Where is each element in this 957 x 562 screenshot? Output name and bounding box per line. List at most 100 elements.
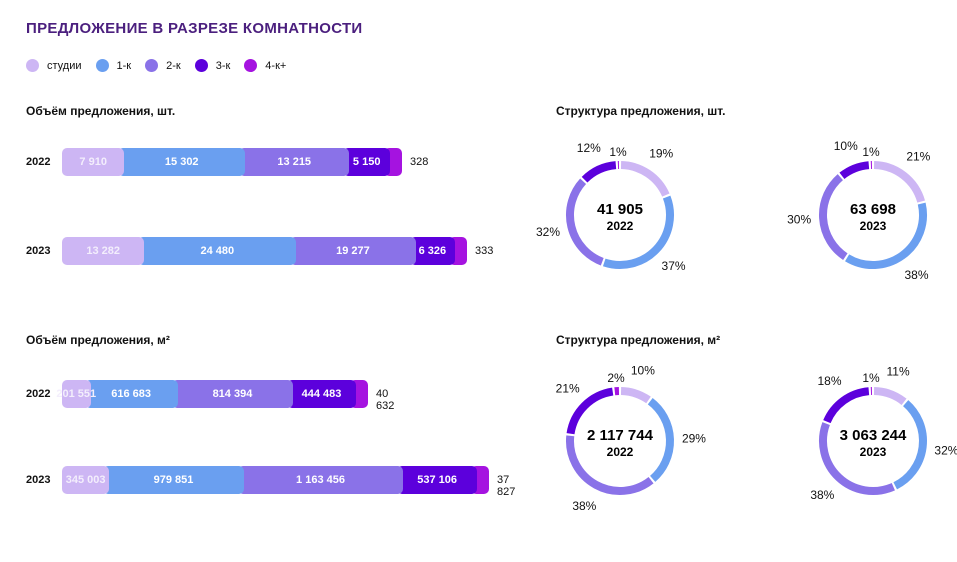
bar-data-label: 19 277 xyxy=(336,245,370,257)
donut-slice-1-к xyxy=(647,397,674,482)
donut-percent-label: 1% xyxy=(862,371,880,385)
legend-item: студии xyxy=(26,59,82,72)
donut-percent-label: 38% xyxy=(572,499,596,513)
bar-data-label: 15 302 xyxy=(164,156,199,168)
bar-chart-area-title: Объём предложения, м² xyxy=(26,333,170,347)
donut-slice-3-к xyxy=(823,387,870,424)
bar-row-2022: 2022 201 551 616 683 814 394 444 483 40 632 xyxy=(26,380,394,412)
donut-slice-2-к xyxy=(819,174,848,260)
legend: студии 1-к 2-к 3-к 4-к+ xyxy=(26,59,300,72)
bar-data-label: 444 483 xyxy=(301,388,342,400)
donut-year: 2022 xyxy=(607,219,634,233)
donut-slice-1-к xyxy=(845,202,927,269)
bar-segment-3-к: 6 326 xyxy=(409,237,455,265)
bar-segment-студии: 345 003 xyxy=(62,466,110,494)
legend-label: 4-к+ xyxy=(265,59,287,72)
bar-segment-студии: 7 910 xyxy=(62,148,125,176)
bar-data-label: 537 106 xyxy=(417,474,458,486)
legend-label: студии xyxy=(47,59,82,72)
donut-total: 41 905 xyxy=(597,201,643,218)
donut-slice-студии xyxy=(620,161,670,197)
donut-percent-label: 21% xyxy=(906,150,930,164)
bar-data-label: 1 163 456 xyxy=(296,474,345,486)
donut-slice-1-к xyxy=(602,195,674,269)
bar-data-label: 201 551 xyxy=(56,388,97,400)
donut-slice-3-к xyxy=(581,161,617,183)
donut-slice-2-к xyxy=(819,422,895,495)
bar-chart-count-title: Объём предложения, шт. xyxy=(26,104,176,118)
legend-label: 3-к xyxy=(215,59,231,72)
donut-slice-студии xyxy=(620,387,651,404)
donut-percent-label: 1% xyxy=(609,145,627,159)
stacked-bar: 13 282 24 480 19 277 6 326 333 xyxy=(62,237,493,265)
donut-slice-2-к xyxy=(566,435,654,495)
bar-data-label-4k: 333 xyxy=(475,245,494,257)
donut-percent-label: 37% xyxy=(662,259,686,273)
donut-percent-label: 11% xyxy=(886,364,909,378)
donut-total: 63 698 xyxy=(850,201,896,218)
bar-category-label: 2023 xyxy=(26,245,51,257)
donut-percent-label: 10% xyxy=(834,139,858,153)
bar-data-label: 616 683 xyxy=(111,388,152,400)
bar-segment-1-к: 979 851 xyxy=(103,466,244,494)
bar-data-label: 814 394 xyxy=(212,388,253,400)
bar-segment-1-к: 15 302 xyxy=(118,148,246,176)
bar-data-label: 5 150 xyxy=(352,156,381,168)
bar-row-2023: 2023 13 282 24 480 19 277 6 326 333 xyxy=(26,237,493,265)
legend-swatch xyxy=(244,59,258,72)
bar-segment-3-к: 444 483 xyxy=(287,380,356,408)
donut-percent-label: 19% xyxy=(649,147,673,161)
donut-year: 2023 xyxy=(860,219,887,233)
legend-item: 2-к xyxy=(145,59,181,72)
donut-area-title: Структура предложения, м² xyxy=(556,333,721,347)
donut-total: 2 117 744 xyxy=(587,427,654,444)
stacked-bar: 345 003 979 851 1 163 456 537 106 37 827 xyxy=(62,466,515,498)
legend-swatch xyxy=(95,59,109,72)
stacked-bar: 7 910 15 302 13 215 5 150 328 xyxy=(62,148,428,176)
page-title: ПРЕДЛОЖЕНИЕ В РАЗРЕЗЕ КОМНАТНОСТИ xyxy=(26,20,363,37)
donut-percent-label: 32% xyxy=(536,225,560,239)
bar-segment-студии: 13 282 xyxy=(62,237,145,265)
legend-item: 1-к xyxy=(95,59,131,72)
bar-data-label: 24 480 xyxy=(200,245,235,257)
bar-data-label-4k: 37 827 xyxy=(497,474,516,498)
stacked-bar: 201 551 616 683 814 394 444 483 40 632 xyxy=(56,380,394,412)
donut-slice-студии xyxy=(873,387,907,406)
bar-segment-3-к: 537 106 xyxy=(397,466,477,494)
bar-segment-1-к: 616 683 xyxy=(84,380,178,408)
donut-percent-label: 30% xyxy=(787,213,811,227)
bar-data-label: 345 003 xyxy=(65,474,106,486)
legend-item: 4-к+ xyxy=(244,59,286,72)
bar-data-label-4k: 40 632 xyxy=(376,388,395,412)
donut-year: 2022 xyxy=(607,445,634,459)
donut-percent-label: 12% xyxy=(577,141,601,155)
donut-slice-студии xyxy=(873,161,926,203)
bar-category-label: 2022 xyxy=(26,388,51,400)
legend-item: 3-к xyxy=(194,59,231,72)
donut-percent-label: 38% xyxy=(810,488,834,502)
legend-swatch xyxy=(194,59,208,72)
donut-count-title: Структура предложения, шт. xyxy=(556,104,726,118)
bar-row-2022: 2022 7 910 15 302 13 215 5 150 328 xyxy=(26,148,428,176)
donut-percent-label: 38% xyxy=(904,268,928,282)
bar-segment-3-к: 5 150 xyxy=(343,148,390,176)
bar-segment-2-к: 814 394 xyxy=(171,380,294,408)
bar-segment-2-к: 19 277 xyxy=(290,237,416,265)
bar-category-label: 2023 xyxy=(26,474,51,486)
bar-segment-студии: 201 551 xyxy=(56,380,96,408)
bar-data-label-4k: 328 xyxy=(410,156,429,168)
donut-percent-label: 29% xyxy=(682,432,706,446)
bar-segment-1-к: 24 480 xyxy=(138,237,297,265)
bar-segment-2-к: 13 215 xyxy=(239,148,350,176)
bar-segment-2-к: 1 163 456 xyxy=(237,466,404,494)
legend-swatch xyxy=(26,59,39,72)
donut-slice-3-к xyxy=(839,161,870,180)
legend-label: 2-к xyxy=(166,59,181,72)
donut-year: 2023 xyxy=(860,445,887,459)
bar-data-label: 13 215 xyxy=(277,156,312,168)
donut-slice-3-к xyxy=(566,387,614,435)
donut-percent-label: 2% xyxy=(607,371,625,385)
